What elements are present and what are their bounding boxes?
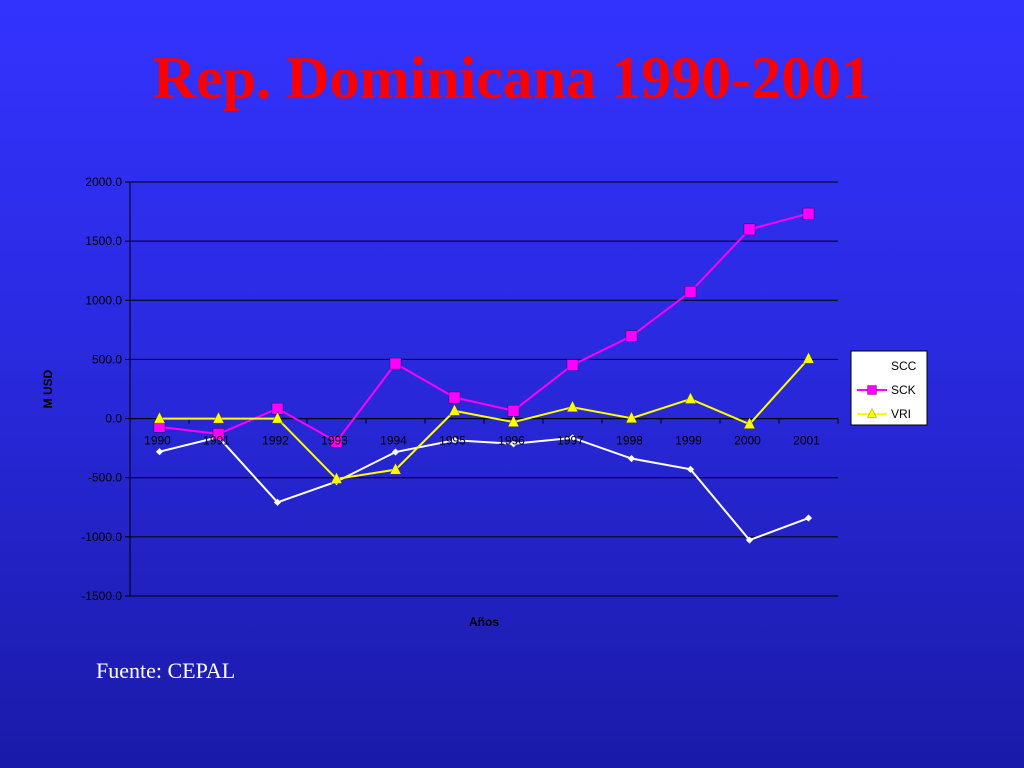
- x-tick-label: 1997: [557, 434, 584, 448]
- y-tick-label: 500.0: [92, 352, 122, 366]
- data-point-vri-1995: [448, 404, 461, 416]
- y-tick-label: -1500.0: [81, 589, 122, 603]
- data-point-vri-1999: [684, 392, 697, 404]
- data-point-vri-1994: [389, 462, 402, 475]
- data-point-scc-1998: [627, 454, 636, 463]
- data-point-scc-1995: [450, 436, 459, 444]
- data-point-scc-1994: [391, 448, 400, 456]
- series-line-vri: [159, 358, 810, 480]
- data-point-scc-1990: [155, 448, 164, 456]
- axes: [125, 181, 839, 597]
- series-layer: [153, 207, 815, 544]
- data-point-vri-2001: [802, 351, 815, 364]
- x-tick-label: 1995: [439, 434, 466, 448]
- x-tick-label: 1999: [675, 434, 702, 448]
- series-scc: [155, 433, 813, 544]
- data-point-sck-1998: [625, 330, 638, 342]
- series-vri: [153, 351, 815, 484]
- data-point-vri-1996: [507, 415, 520, 427]
- data-point-vri-1992: [271, 411, 284, 424]
- source-note: Fuente: CEPAL: [96, 658, 236, 683]
- series-sck: [153, 207, 815, 448]
- data-point-scc-1996: [509, 440, 518, 448]
- data-point-scc-1997: [568, 434, 577, 442]
- x-tick-label: 1994: [380, 434, 407, 448]
- data-point-vri-1997: [566, 400, 579, 412]
- y-axis-title: M USD: [41, 369, 55, 408]
- x-tick-label: 1993: [321, 434, 348, 448]
- data-point-sck-2001: [802, 207, 815, 220]
- data-point-sck-1993: [330, 435, 343, 448]
- legend: SCC SCK VRI: [850, 350, 928, 426]
- data-point-sck-1994: [389, 357, 402, 370]
- legend-box: [850, 350, 928, 426]
- y-tick-label: 1500.0: [85, 234, 122, 248]
- x-tick-label: 1991: [203, 434, 230, 448]
- data-point-sck-1996: [507, 404, 520, 417]
- x-axis-title: Años: [469, 615, 499, 629]
- y-tick-label: 1000.0: [85, 293, 122, 307]
- data-point-vri-1991: [212, 411, 225, 424]
- data-point-sck-1991: [212, 428, 225, 440]
- data-point-vri-1993: [330, 472, 343, 484]
- x-tick-label: 1996: [498, 434, 525, 448]
- data-point-vri-1998: [625, 411, 638, 423]
- x-tick-label: 1990: [144, 434, 171, 448]
- legend-label-vri: VRI: [891, 407, 911, 421]
- series-line-scc: [159, 436, 809, 542]
- series-line-sck: [159, 212, 809, 443]
- axis-labels: 2000.0 1500.0 1000.0 500.0 0.0 -500.0 -1000.0 -…: [41, 175, 820, 629]
- data-point-scc-2000: [745, 536, 754, 544]
- data-point-scc-2001: [804, 514, 813, 522]
- legend-marker-sck: [867, 385, 877, 395]
- x-tick-label: 1992: [262, 434, 289, 448]
- data-point-sck-1995: [448, 391, 461, 404]
- legend-label-sck: SCK: [891, 383, 916, 397]
- legend-marker-scc: [868, 362, 876, 370]
- data-point-scc-1992: [273, 498, 282, 506]
- data-point-sck-1999: [684, 286, 697, 298]
- y-tick-label: 0.0: [105, 412, 122, 426]
- data-point-vri-1990: [153, 411, 166, 424]
- data-point-sck-2000: [743, 223, 756, 236]
- slide-title: Rep. Dominicana 1990-2001: [152, 45, 872, 111]
- legend-label-scc: SCC: [891, 359, 917, 373]
- data-point-sck-1997: [566, 359, 579, 371]
- data-point-scc-1999: [686, 465, 695, 473]
- y-tick-label: -1000.0: [81, 530, 122, 544]
- grid-lines: [130, 181, 838, 597]
- x-tick-label: 1998: [616, 434, 643, 448]
- legend-marker-vri: [867, 408, 877, 418]
- y-tick-label: 2000.0: [85, 175, 122, 189]
- x-tick-label: 2000: [734, 434, 761, 448]
- data-point-vri-2000: [743, 417, 756, 429]
- y-tick-label: -500.0: [88, 471, 122, 485]
- x-tick-label: 2001: [793, 434, 820, 448]
